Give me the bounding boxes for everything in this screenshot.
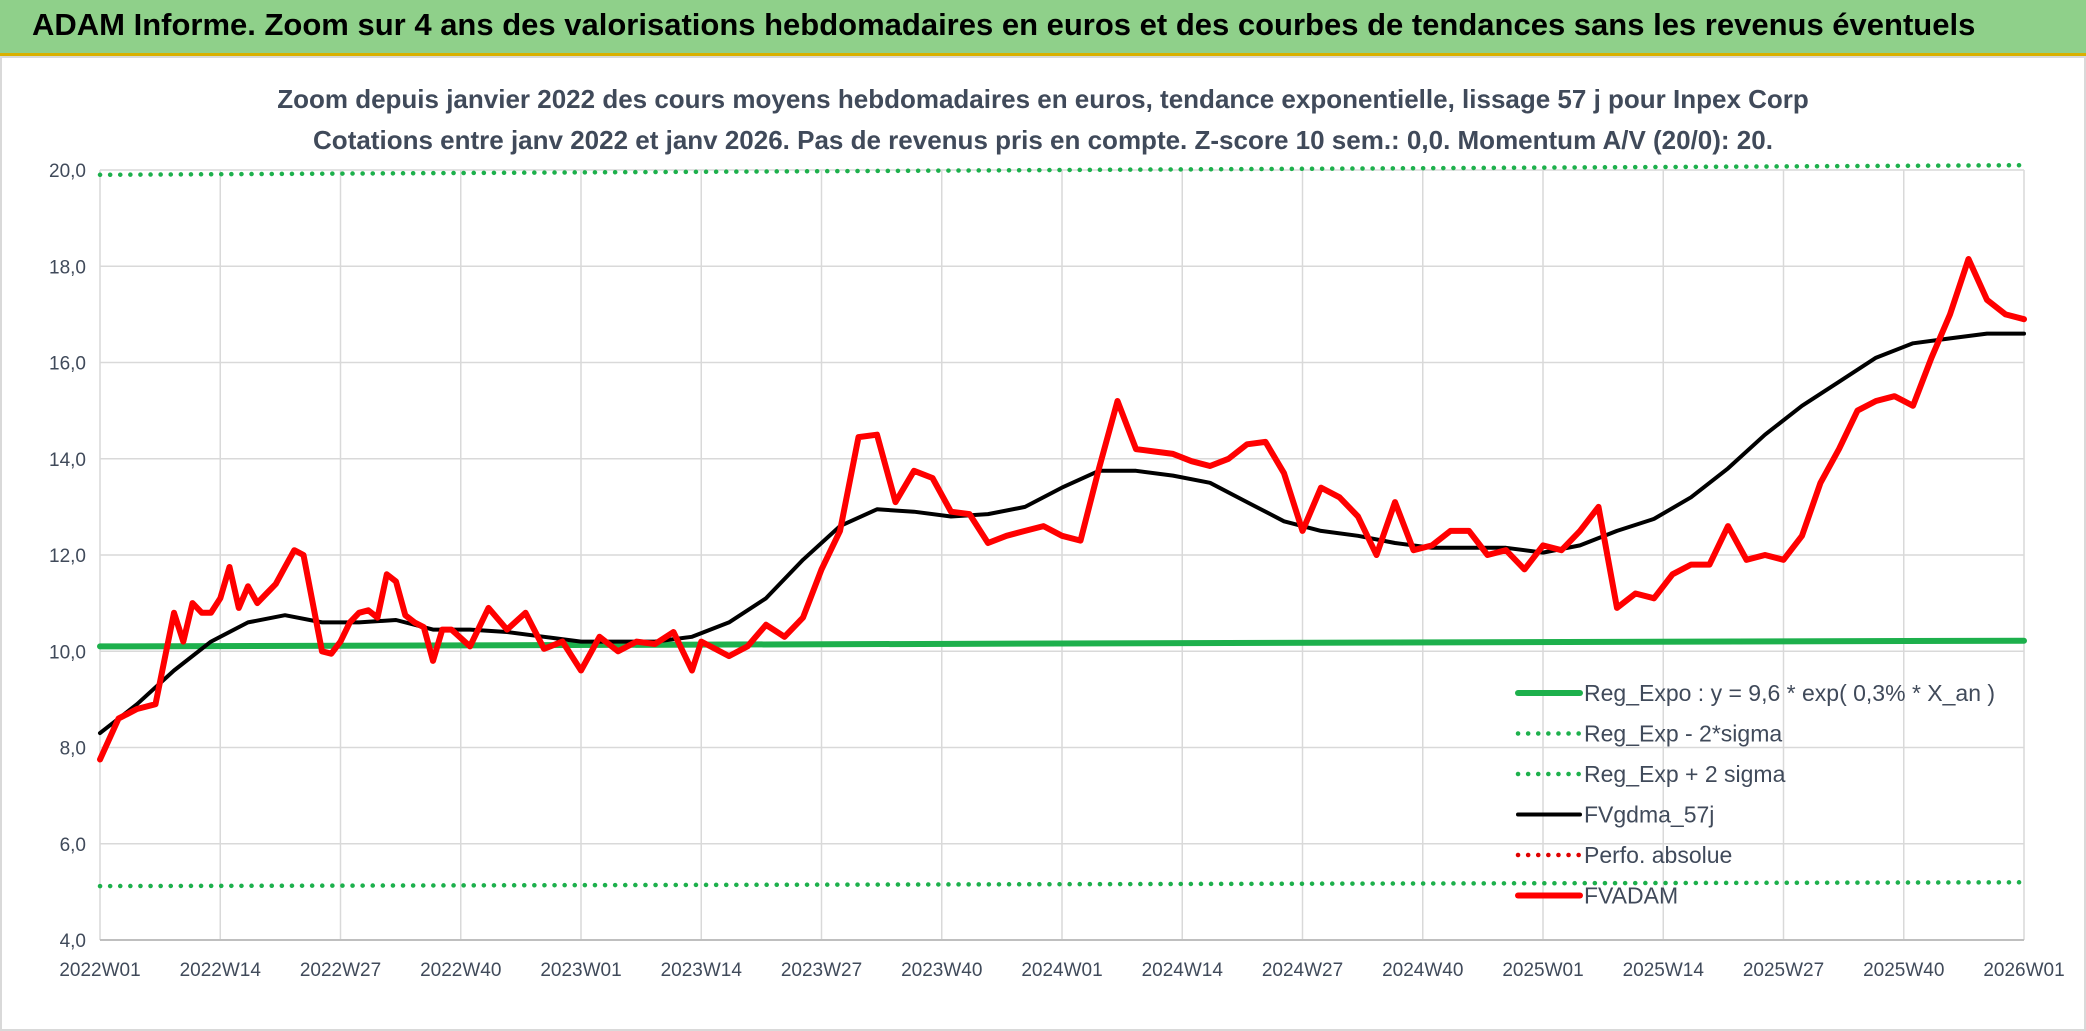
- x-tick-label: 2024W01: [1021, 960, 1102, 981]
- grid: [99, 169, 2025, 941]
- x-tick-label: 2022W27: [300, 960, 381, 981]
- x-tick-label: 2022W01: [59, 960, 140, 981]
- y-tick-label: 10,0: [49, 642, 86, 663]
- x-tick-label: 2026W01: [1983, 960, 2064, 981]
- legend-label: FVgdma_57j: [1584, 802, 1714, 828]
- x-tick-label: 2022W14: [180, 960, 262, 981]
- legend-label: Reg_Expo : y = 9,6 * exp( 0,3% * X_an ): [1584, 680, 1995, 706]
- axis-labels: 4,0 6,0 8,0 10,0 12,0 14,0 16,0 18,0 20,0 2022W01…: [49, 161, 2065, 981]
- x-tick-label: 2025W40: [1863, 960, 1944, 981]
- chart-frame: [0, 56, 2086, 1031]
- legend-label: Perfo. absolue: [1584, 842, 1732, 868]
- x-tick-label: 2024W27: [1262, 960, 1343, 981]
- x-tick-label: 2023W14: [661, 960, 743, 981]
- y-tick-label: 18,0: [49, 257, 86, 278]
- legend-label: Reg_Exp + 2 sigma: [1584, 761, 1786, 787]
- x-tick-label: 2024W14: [1142, 960, 1224, 981]
- y-tick-label: 20,0: [49, 161, 86, 182]
- legend: Reg_Expo : y = 9,6 * exp( 0,3% * X_an ) R…: [1515, 680, 1995, 909]
- banner-title: ADAM Informe. Zoom sur 4 ans des valoris…: [32, 7, 1976, 42]
- series-line-0: [97, 637, 2027, 650]
- y-tick-label: 4,0: [60, 931, 86, 952]
- x-tick-label: 2024W40: [1382, 960, 1463, 981]
- series-line-5: [97, 256, 2027, 763]
- legend-label: FVADAM: [1584, 883, 1678, 909]
- x-tick-label: 2023W27: [781, 960, 862, 981]
- x-tick-label: 2023W40: [901, 960, 982, 981]
- chart-subtitle: Cotations entre janv 2022 et janv 2026. …: [313, 125, 1773, 155]
- x-tick-label: 2025W27: [1743, 960, 1824, 981]
- y-tick-label: 6,0: [60, 835, 86, 856]
- banner: ADAM Informe. Zoom sur 4 ans des valoris…: [0, 0, 2086, 56]
- x-tick-label: 2022W40: [420, 960, 501, 981]
- y-tick-label: 12,0: [49, 546, 86, 567]
- y-tick-label: 8,0: [60, 739, 86, 760]
- y-tick-label: 14,0: [49, 450, 86, 471]
- chart-title: Zoom depuis janvier 2022 des cours moyen…: [277, 84, 1809, 114]
- x-tick-label: 2025W01: [1502, 960, 1583, 981]
- x-tick-label: 2025W14: [1623, 960, 1705, 981]
- legend-label: Reg_Exp - 2*sigma: [1584, 721, 1782, 747]
- series-layer: [97, 162, 2027, 889]
- x-tick-label: 2023W01: [540, 960, 621, 981]
- y-tick-label: 16,0: [49, 354, 86, 375]
